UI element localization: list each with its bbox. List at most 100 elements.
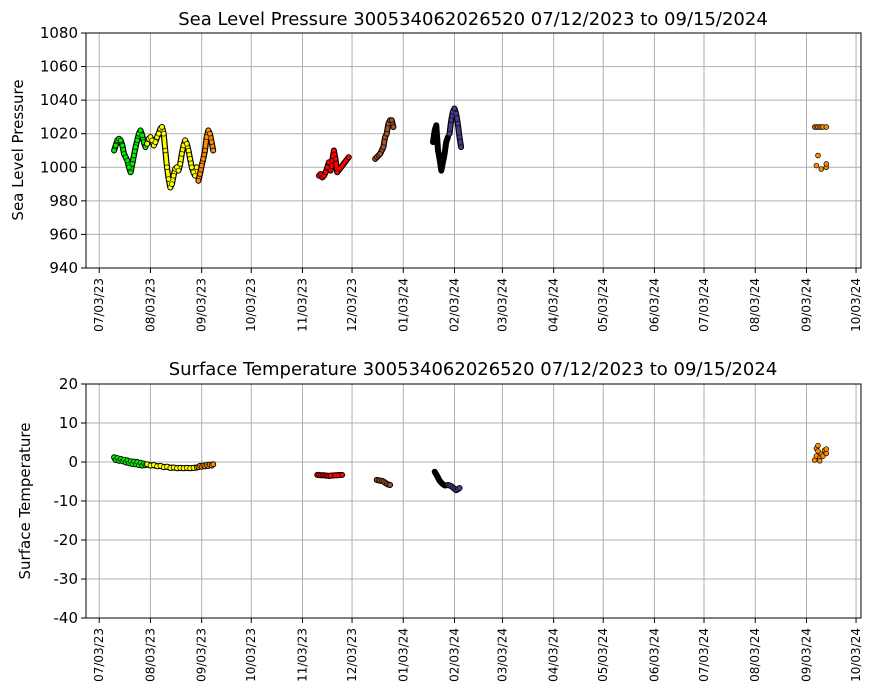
pressure-data-point [823,161,830,167]
pressure-series-7 [811,124,830,172]
pressure-data-point [203,134,210,140]
pressure-data-point [441,151,448,157]
temperature-data-point [815,442,821,449]
pressure-x-tick-label: 05/03/24 [596,278,610,332]
temperature-axes: -40 -30 -20 -10 0 10 20 07/03/23 08/03/23 09/03/2… [54,375,864,682]
pressure-grid [86,32,861,269]
temperature-x-tick-label: 12/03/23 [345,628,359,682]
pressure-data-point [813,162,820,169]
pressure-y-tick-label: 980 [49,192,78,210]
pressure-data-point [187,156,193,162]
pressure-data-point [451,105,458,112]
pressure-series-3 [316,147,352,181]
temperature-x-tick-label: 07/03/23 [92,628,106,682]
temperature-x-tick-label: 04/03/24 [547,628,561,682]
pressure-data-point [388,117,395,124]
pressure-data-point [198,162,205,169]
pressure-data-point [160,130,167,137]
temperature-series-2 [195,461,217,471]
pressure-x-tick-label: 04/03/24 [547,278,561,332]
temperature-y-tick-label: 10 [59,414,78,432]
temperature-series-0 [111,454,149,469]
pressure-data-point [208,139,215,145]
pressure-series-6 [446,105,465,151]
pressure-data-point [210,147,216,154]
pressure-data-point [332,156,339,162]
pressure-data-point [175,167,182,174]
temperature-data-point [387,482,393,488]
temperature-x-tick-label: 01/03/24 [396,628,410,682]
pressure-y-tick-label: 1060 [40,58,78,76]
temperature-y-axis-label: Surface Temperature [16,423,34,580]
temperature-x-tick-label: 03/03/24 [495,628,509,682]
pressure-series-0 [111,127,149,176]
temperature-data-point [816,458,823,464]
pressure-x-tick-label: 08/03/23 [143,278,157,332]
pressure-x-tick-label: 01/03/24 [396,278,410,332]
pressure-data-point [443,139,449,145]
pressure-chart-title: Sea Level Pressure 300534062026520 07/12… [178,9,768,30]
pressure-series-2 [195,127,217,184]
temperature-x-tick-label: 09/03/23 [195,628,209,682]
temperature-y-tick-label: -30 [54,570,79,588]
pressure-data-point [119,142,126,149]
temperature-x-tick-label: 05/03/24 [596,628,610,682]
pressure-data-point [377,151,383,157]
pressure-data-point [159,124,165,130]
pressure-y-tick-label: 940 [49,259,78,277]
pressure-data-point [430,139,436,145]
pressure-data-point [435,147,441,154]
pressure-x-tick-label: 06/03/24 [647,278,661,332]
temperature-data-point [339,472,345,478]
pressure-x-tick-label: 03/03/24 [495,278,509,332]
pressure-data-point [433,122,440,129]
pressure-y-tick-label: 960 [49,225,78,243]
temperature-data-point [815,448,821,454]
pressure-data-point [436,156,443,162]
pressure-data-point [134,137,140,144]
pressure-data-point [380,144,387,150]
temperature-plot-frame [85,383,862,619]
temperature-x-tick-label: 10/03/23 [244,628,258,682]
pressure-x-tick-label: 11/03/23 [295,278,309,332]
temperature-y-tick-label: -20 [54,531,79,549]
temperature-series-4 [373,476,394,488]
pressure-data-point [324,164,331,171]
pressure-data-point [132,144,139,150]
pressure-data-point [189,164,195,171]
pressure-data-point [438,167,445,174]
pressure-data-point [334,169,340,176]
temperature-series-7 [811,442,830,464]
pressure-data-point [383,130,390,137]
temperature-x-tick-label: 06/03/24 [647,628,661,682]
pressure-data-point [162,147,169,154]
pressure-data-point [345,154,352,160]
pressure-data-point [184,141,190,147]
pressure-data-point [117,137,124,144]
pressure-x-tick-label: 07/03/23 [92,278,106,332]
pressure-data-point [152,139,159,145]
temperature-data-point [327,472,334,479]
temperature-x-tick-label: 02/03/24 [447,628,461,682]
pressure-data-point [197,171,203,177]
pressure-data-point [331,147,337,154]
temperature-data-marks [111,442,830,494]
pressure-data-point [179,151,185,157]
pressure-data-point [390,124,397,130]
pressure-data-point [137,127,144,134]
pressure-data-point [448,117,454,124]
pressure-series-4 [372,117,397,162]
temperature-y-tick-label: 20 [59,375,78,393]
pressure-x-tick-label: 08/03/24 [748,278,762,332]
pressure-data-point [818,166,825,172]
pressure-data-point [111,147,117,154]
pressure-y-tick-label: 1000 [40,158,78,176]
pressure-x-tick-label: 02/03/24 [447,278,461,332]
pressure-x-tick-label: 10/03/23 [244,278,258,332]
pressure-data-point [207,130,213,137]
pressure-x-tick-label: 12/03/23 [345,278,359,332]
pressure-y-tick-label: 1020 [40,125,78,143]
pressure-data-point [170,172,177,179]
pressure-data-point [455,120,461,127]
